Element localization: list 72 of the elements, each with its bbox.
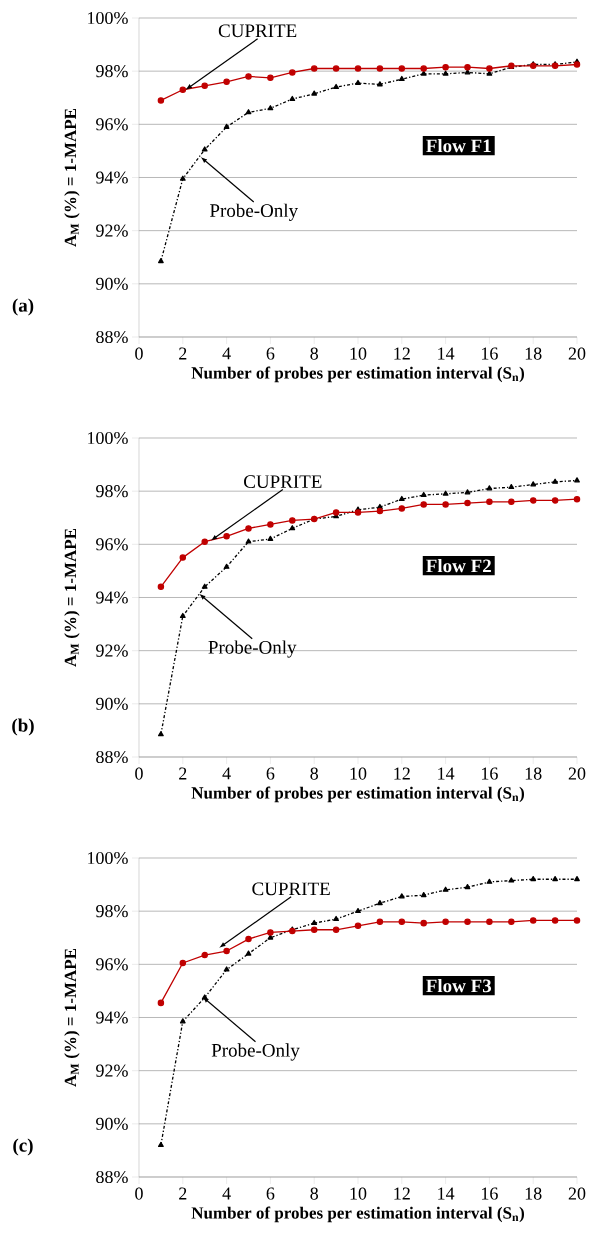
x-tick-label: 14 — [438, 1187, 455, 1200]
annotation: CUPRITE — [244, 475, 322, 489]
x-axis-title: Number of probes per estimation interval (S$_{n}$) — [191, 366, 525, 383]
y-tick-label: 94% — [96, 591, 128, 604]
x-tick-label: 6 — [266, 347, 275, 360]
x-tick-label: 2 — [179, 1187, 187, 1200]
x-tick-label: 2 — [179, 767, 187, 780]
annotation: CUPRITE — [218, 24, 297, 38]
x-tick-label: 0 — [135, 767, 143, 780]
x-tick-label: 20 — [568, 347, 586, 360]
x-tick-label: 10 — [350, 1187, 367, 1200]
x-tick-label: 4 — [222, 767, 231, 780]
y-tick-label: 96% — [96, 118, 128, 131]
x-tick-label: 8 — [310, 1187, 319, 1200]
y-tick-label: 94% — [96, 1011, 128, 1024]
y-tick-label: 90% — [96, 697, 128, 710]
x-tick-label: 4 — [222, 347, 231, 360]
x-tick-label: 6 — [266, 767, 275, 780]
y-tick-label: 100% — [88, 431, 128, 445]
y-tick-label: 88% — [96, 1170, 128, 1184]
y-tick-label: 90% — [96, 277, 128, 290]
y-tick-label: 96% — [96, 538, 128, 551]
x-tick-label: 16 — [481, 347, 498, 360]
annotation: Probe-Only — [208, 640, 297, 658]
x-tick-label: 20 — [568, 1187, 586, 1200]
x-tick-label: 2 — [179, 347, 187, 360]
y-tick-label: 92% — [96, 224, 128, 237]
y-tick-label: 92% — [96, 644, 128, 657]
annotation: Flow F1 — [426, 138, 491, 153]
x-tick-label: 12 — [394, 1187, 410, 1200]
y-tick-label: 94% — [96, 171, 128, 184]
x-tick-label: 8 — [310, 767, 319, 780]
y-tick-label: 98% — [96, 65, 128, 78]
x-tick-label: 10 — [350, 347, 367, 360]
x-axis-title: Number of probes per estimation interval (S$_{n}$) — [191, 786, 525, 803]
annotation: Probe-Only — [209, 203, 299, 221]
y-axis-title: A$_{M}$ (%) = 1-MAPE — [64, 108, 80, 247]
y-tick-label: 88% — [96, 330, 128, 344]
text: (c) — [13, 1138, 33, 1156]
text: (a) — [12, 298, 34, 316]
y-tick-label: 88% — [96, 750, 128, 764]
x-tick-label: 18 — [525, 767, 542, 780]
y-axis-title: A$_{M}$ (%) = 1-MAPE — [64, 528, 80, 667]
y-tick-label: 98% — [96, 905, 128, 918]
x-tick-label: 12 — [394, 767, 410, 780]
x-tick-label: 4 — [222, 1187, 231, 1200]
y-tick-label: 90% — [96, 1117, 128, 1130]
x-tick-label: 10 — [350, 767, 367, 780]
x-tick-label: 16 — [481, 767, 498, 780]
y-tick-label: 96% — [96, 958, 128, 971]
x-tick-label: 14 — [438, 767, 455, 780]
x-axis-title: Number of probes per estimation interval (S$_{n}$) — [191, 1206, 525, 1223]
x-tick-label: 0 — [135, 347, 143, 360]
x-tick-label: 20 — [568, 767, 586, 780]
x-tick-label: 6 — [266, 1187, 275, 1200]
x-tick-label: 14 — [438, 347, 455, 360]
x-tick-label: 0 — [135, 1187, 143, 1200]
y-tick-label: 92% — [96, 1064, 128, 1077]
y-tick-label: 100% — [88, 851, 128, 865]
annotation: Probe-Only — [211, 1043, 300, 1061]
y-tick-label: 98% — [96, 485, 128, 498]
x-tick-label: 16 — [481, 1187, 498, 1200]
x-tick-label: 18 — [525, 347, 542, 360]
annotation: Flow F2 — [426, 558, 491, 573]
text: (b) — [12, 718, 34, 736]
annotation: CUPRITE — [252, 882, 330, 896]
x-tick-label: 12 — [394, 347, 410, 360]
y-tick-label: 100% — [88, 11, 128, 25]
x-tick-label: 18 — [525, 1187, 542, 1200]
x-tick-label: 8 — [310, 347, 319, 360]
y-axis-title: A$_{M}$ (%) = 1-MAPE — [64, 948, 80, 1087]
annotation: Flow F3 — [426, 978, 492, 993]
